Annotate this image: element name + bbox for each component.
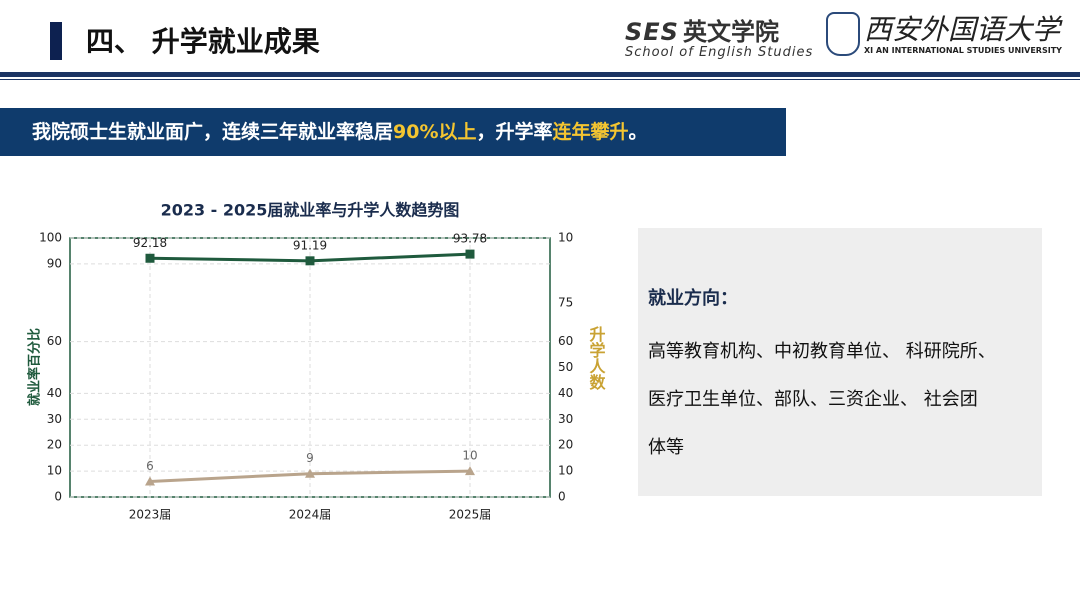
- banner-text: ，升学率: [476, 121, 553, 143]
- yticks-label: 30: [47, 412, 62, 426]
- yticks-label: 10: [47, 464, 62, 478]
- header-rule: [0, 79, 1080, 80]
- point: [305, 468, 315, 478]
- school-logo: SES 英文学院 School of English Studies: [625, 12, 813, 60]
- data-label: 10: [462, 449, 477, 463]
- point: [465, 249, 475, 259]
- y2ticks-label: 20: [558, 438, 573, 452]
- info-line: 体等: [648, 437, 684, 458]
- yticks-label: 90: [47, 256, 62, 270]
- info-line: 高等教育机构、中初教育单位、 科研院所、: [648, 341, 996, 362]
- y2ticks-label: 75: [558, 295, 573, 309]
- y2ticks-label: 30: [558, 412, 573, 426]
- x-tick-label: 2024届: [289, 508, 332, 522]
- logo-abbr: SES: [625, 18, 679, 46]
- y-axis-title: 就业率百分比: [27, 328, 43, 406]
- info-box: 就业方向： 高等教育机构、中初教育单位、 科研院所、 医疗卫生单位、部队、三资企业、…: [638, 228, 1042, 496]
- university-cn: 西安外国语大学: [864, 13, 1061, 46]
- slide-title: 四、 升学就业成果: [86, 25, 320, 58]
- y2ticks-label: 10: [558, 464, 573, 478]
- data-label: 9: [306, 451, 314, 465]
- chart: 2023 - 2025届就业率与升学人数趋势图 就业率百分比 升学人数 0 10 2…: [27, 201, 606, 522]
- university-logo: 西安外国语大学 XI AN INTERNATIONAL STUDIES UNIVE…: [864, 8, 1062, 55]
- data-label: 91.19: [293, 238, 327, 252]
- y2ticks-label: 60: [558, 334, 573, 348]
- y2ticks-label: 0: [558, 490, 566, 504]
- banner-highlight: 连年攀升: [552, 121, 629, 143]
- x-tick-label: 2023届: [129, 508, 172, 522]
- y2ticks-label: 10: [558, 231, 573, 245]
- y2ticks-label: 40: [558, 386, 573, 400]
- chart-title: 2023 - 2025届就业率与升学人数趋势图: [161, 201, 460, 220]
- yticks-label: 20: [47, 438, 62, 452]
- logo-en: School of English Studies: [625, 45, 814, 60]
- yticks-label: 100: [39, 231, 62, 245]
- banner-text: 。: [628, 121, 648, 143]
- banner: 我院硕士生就业面广，连续三年就业率稳居90%以上，升学率连年攀升。: [0, 108, 786, 156]
- header-bar: [50, 22, 62, 60]
- point: [305, 256, 315, 266]
- logo-cn: 英文学院: [682, 17, 779, 46]
- yticks-label: 40: [47, 386, 62, 400]
- point: [465, 466, 475, 476]
- y2ticks-label: 50: [558, 360, 573, 374]
- data-label: 6: [146, 459, 154, 473]
- data-label: 92.18: [133, 236, 167, 250]
- y2-axis-title: 升学人数: [587, 326, 606, 391]
- point: [145, 253, 155, 263]
- info-line: 医疗卫生单位、部队、三资企业、 社会团: [648, 389, 978, 410]
- banner-highlight: 90%以上: [393, 121, 477, 143]
- point: [145, 476, 155, 486]
- header-rule: [0, 72, 1080, 77]
- x-tick-label: 2025届: [449, 508, 492, 522]
- yticks-label: 0: [54, 490, 62, 504]
- yticks-label: 60: [47, 334, 62, 348]
- data-label: 93.78: [453, 232, 487, 246]
- university-en: XI AN INTERNATIONAL STUDIES UNIVERSITY: [864, 46, 1062, 55]
- university-seal: [826, 12, 860, 56]
- banner-text: 我院硕士生就业面广，连续三年就业率稳居: [32, 121, 394, 143]
- info-heading: 就业方向：: [648, 288, 738, 309]
